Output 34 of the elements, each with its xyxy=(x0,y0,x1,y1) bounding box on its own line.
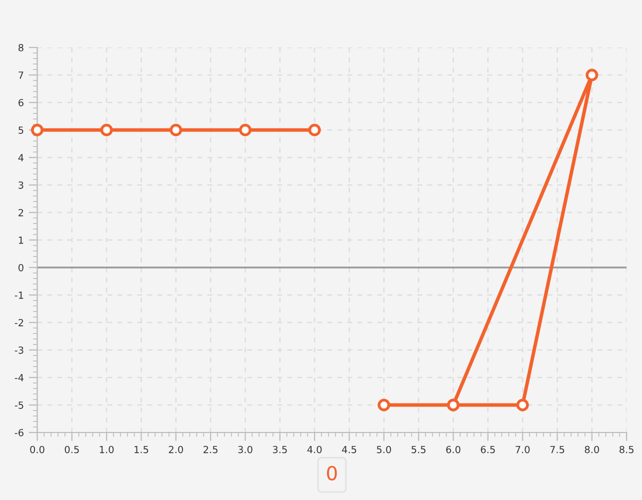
x-tick-label: 0.5 xyxy=(64,446,79,454)
x-tick-label: 1.5 xyxy=(134,446,148,454)
x-tick-label: 2.5 xyxy=(204,446,218,454)
x-tick-label: 3.5 xyxy=(272,446,287,454)
y-tick-label: 6 xyxy=(18,98,24,106)
y-tick-label: 1 xyxy=(18,236,24,244)
y-tick-label: 8 xyxy=(18,44,24,52)
y-tick-label: -3 xyxy=(14,346,24,354)
x-tick-label: 5.0 xyxy=(376,446,391,454)
y-tick-label: 0 xyxy=(18,264,24,272)
x-tick-label: 3.0 xyxy=(238,446,252,454)
y-tick-label: 7 xyxy=(18,72,24,79)
x-tick-label: 5.5 xyxy=(412,446,426,454)
x-tick-label: 8.0 xyxy=(584,446,600,454)
x-tick-label: 4.5 xyxy=(342,446,356,454)
y-tick-label: -6 xyxy=(14,428,24,436)
y-tick-label: 2 xyxy=(18,208,24,216)
x-tick-label: 8.5 xyxy=(620,446,634,454)
y-tick-label: -1 xyxy=(14,292,24,299)
x-tick-label: 0.0 xyxy=(30,446,44,454)
text: 0 xyxy=(327,466,337,481)
x-tick-label: 6.5 xyxy=(480,446,495,454)
y-tick-label: -2 xyxy=(14,318,24,326)
x-tick-label: 7.0 xyxy=(516,446,530,454)
y-tick-label: 5 xyxy=(18,126,24,134)
y-tick-label: 3 xyxy=(18,181,24,189)
y-tick-label: -4 xyxy=(14,374,24,382)
x-tick-label: 2.0 xyxy=(168,446,183,454)
x-tick-label: 1.0 xyxy=(100,446,114,454)
x-tick-label: 6.0 xyxy=(446,446,460,454)
y-tick-label: 4 xyxy=(18,154,24,162)
y-tick-label: -5 xyxy=(14,402,24,409)
x-tick-label: 7.5 xyxy=(550,446,564,454)
x-tick-label: 4.0 xyxy=(307,446,322,454)
